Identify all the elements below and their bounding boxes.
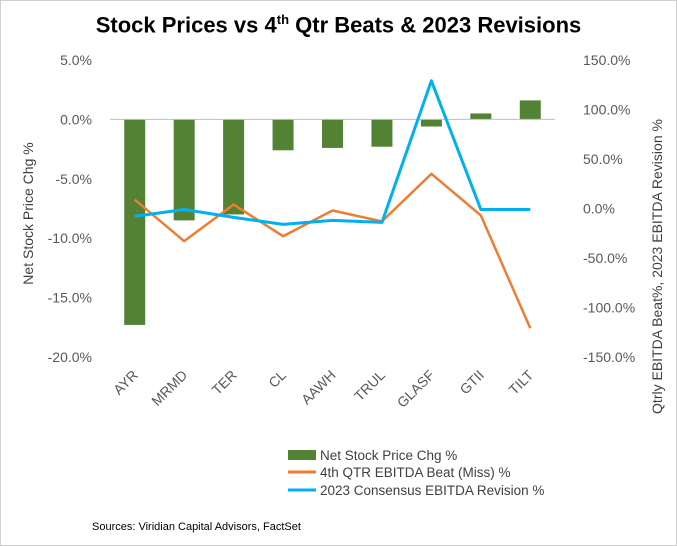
right-y-tick-label: 50.0% <box>583 151 623 167</box>
x-axis: AYR MRMD TER CL AAWH TRUL GLASF GTII TILT <box>110 366 537 410</box>
x-tick-label-cl: CL <box>265 367 289 391</box>
right-y-tick-label: 150.0% <box>583 52 630 68</box>
bar-mrmd <box>173 119 195 221</box>
bar-ayr <box>124 119 146 325</box>
bar-ter <box>223 119 245 215</box>
legend-swatch-net-stock-price <box>288 450 316 460</box>
source-note: Sources: Viridian Capital Advisors, Fact… <box>92 521 301 533</box>
left-y-tick-label: 5.0% <box>60 52 92 68</box>
legend-label: Net Stock Price Chg % <box>320 448 457 463</box>
bar-tilt <box>519 100 541 120</box>
x-tick-label-ayr: AYR <box>110 367 141 398</box>
left-y-tick-label: -20.0% <box>48 349 92 365</box>
x-tick-label-mrmd: MRMD <box>148 367 190 409</box>
left-y-tick-label: 0.0% <box>60 111 92 127</box>
left-y-tick-label: -10.0% <box>48 230 92 246</box>
legend-label: 4th QTR EBITDA Beat (Miss) % <box>320 465 511 480</box>
left-y-tick-label: -15.0% <box>48 290 92 306</box>
right-y-axis-title: Qtrly EBITDA Beat%, 2023 EBITDA Revision… <box>649 119 665 414</box>
bar-glasf <box>420 119 442 127</box>
left-y-axis: 5.0% 0.0% -5.0% -10.0% -15.0% -20.0% <box>48 52 92 365</box>
right-y-tick-label: -150.0% <box>583 349 635 365</box>
x-tick-label-ter: TER <box>209 367 240 398</box>
bar-cl <box>272 119 294 151</box>
legend-label: 2023 Consensus EBITDA Revision % <box>320 483 544 498</box>
right-y-tick-label: -100.0% <box>583 300 635 316</box>
x-tick-label-glasf: GLASF <box>394 367 438 411</box>
right-y-tick-label: 0.0% <box>583 201 615 217</box>
bar-trul <box>371 119 393 147</box>
left-y-axis-title: Net Stock Price Chg % <box>20 142 36 284</box>
x-tick-label-gtii: GTII <box>456 367 487 398</box>
left-y-tick-label: -5.0% <box>55 171 92 187</box>
right-y-tick-label: 100.0% <box>583 102 630 118</box>
bar-gtii <box>470 113 492 120</box>
chart-title: Stock Prices vs 4th Qtr Beats & 2023 Rev… <box>95 12 582 38</box>
x-tick-label-trul: TRUL <box>351 367 388 404</box>
line-series <box>133 79 532 329</box>
x-tick-label-aawh: AAWH <box>298 367 339 408</box>
bar-aawh <box>322 119 343 148</box>
x-tick-label-tilt: TILT <box>505 366 536 397</box>
legend: Net Stock Price Chg % 4th QTR EBITDA Beat… <box>288 448 544 498</box>
right-y-axis: 150.0% 100.0% 50.0% 0.0% -50.0% -100.0% -150.0… <box>583 52 635 365</box>
bar-series <box>124 100 541 325</box>
right-y-tick-label: -50.0% <box>583 250 627 266</box>
